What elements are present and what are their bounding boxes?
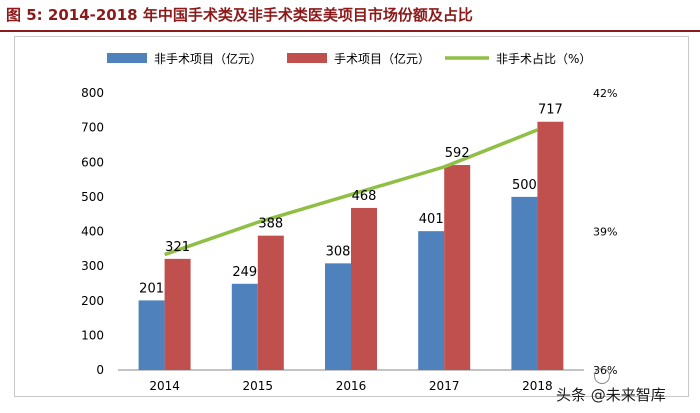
legend-share-label: 非手术占比（%）: [496, 51, 591, 66]
data-label-non-surgical: 500: [512, 178, 537, 193]
legend-non-surgical-label: 非手术项目（亿元）: [154, 51, 262, 66]
data-labels: 201 321 249 388 308 468 401 592 500 717: [139, 103, 563, 297]
left-axis-tick-label: 300: [81, 259, 104, 273]
right-axis-tick-label: 39%: [593, 226, 617, 239]
x-axis-tick-label: 2017: [429, 379, 460, 393]
bar-surgical: [164, 258, 191, 370]
x-axis-tick-label: 2014: [149, 379, 180, 393]
chart-frame: [14, 36, 689, 397]
left-axis-tick-label: 200: [81, 294, 104, 308]
bar-surgical: [351, 207, 377, 370]
data-label-surgical: 717: [538, 103, 563, 118]
bar-non-surgical: [138, 300, 165, 370]
bar-non-surgical: [231, 283, 258, 370]
left-axis: 0 100 200 300 400 500 600 700 800: [81, 86, 584, 377]
bars: [138, 121, 564, 371]
bar-surgical: [257, 235, 284, 370]
legend: 非手术项目（亿元） 手术项目（亿元） 非手术占比（%）: [107, 51, 591, 66]
left-axis-tick-label: 0: [96, 363, 104, 377]
legend-surgical-label: 手术项目（亿元）: [334, 51, 430, 66]
bar-non-surgical: [418, 231, 445, 370]
bar-surgical: [444, 165, 471, 370]
legend-surgical-swatch: [287, 53, 327, 63]
data-label-non-surgical: 308: [326, 244, 351, 259]
left-axis-tick-label: 800: [81, 86, 104, 100]
bar-non-surgical: [511, 196, 538, 370]
bar-non-surgical: [325, 263, 351, 370]
left-axis-tick-label: 100: [81, 328, 104, 342]
data-label-surgical: 388: [258, 217, 283, 232]
legend-non-surgical-swatch: [107, 53, 147, 63]
right-axis: 36%39%42%: [593, 87, 617, 377]
data-label-surgical: 592: [445, 146, 470, 161]
left-axis-tick-label: 600: [81, 155, 104, 169]
data-label-non-surgical: 401: [419, 212, 444, 227]
x-axis-tick-label: 2015: [243, 379, 274, 393]
x-axis-tick-label: 2016: [336, 379, 367, 393]
x-axis-tick-label: 2018: [522, 379, 553, 393]
data-label-non-surgical: 249: [232, 265, 257, 280]
data-label-surgical: 321: [165, 240, 190, 255]
data-label-non-surgical: 201: [139, 281, 164, 296]
title-divider: [0, 30, 700, 32]
left-axis-tick-label: 500: [81, 190, 104, 204]
bar-surgical: [537, 121, 564, 371]
right-axis-tick-label: 42%: [593, 87, 617, 100]
figure-title: 图 5: 2014-2018 年中国手术类及非手术类医美项目市场份额及占比: [6, 6, 473, 24]
left-axis-tick-label: 400: [81, 225, 104, 239]
x-axis-labels: 2014 2015 2016 2017 2018: [149, 379, 552, 393]
share-line-layer: [164, 128, 539, 257]
watermark-logo-icon: [594, 368, 610, 384]
data-label-surgical: 468: [352, 189, 377, 204]
watermark: 头条 @未来智库: [556, 386, 666, 404]
left-axis-tick-label: 700: [81, 121, 104, 135]
